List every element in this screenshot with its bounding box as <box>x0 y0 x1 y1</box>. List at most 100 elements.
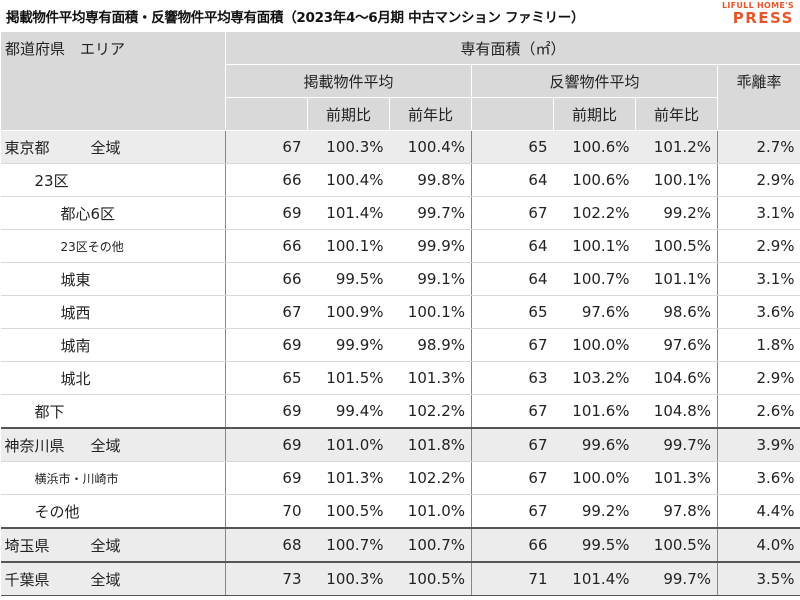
table-row: 神奈川県 全域 69 101.0% 101.8% 67 99.6% 99.7% 3.9% <box>0 428 800 462</box>
cell-inquiry-value: 65 <box>471 295 554 329</box>
cell-listed-yoy: 99.1% <box>389 262 472 296</box>
cell-listed-value: 66 <box>225 229 308 263</box>
cell-listed-qoq: 101.4% <box>307 196 390 230</box>
cell-inquiry-yoy: 98.6% <box>635 295 718 329</box>
cell-listed-value: 66 <box>225 163 308 197</box>
cell-inquiry-yoy: 99.2% <box>635 196 718 230</box>
cell-listed-qoq: 100.7% <box>307 528 390 563</box>
cell-divergence: 2.9% <box>716 361 800 395</box>
cell-listed-value: 67 <box>225 295 308 329</box>
cell-pref-area: 城東 <box>0 262 226 296</box>
cell-listed-value: 66 <box>225 262 308 296</box>
area-name: 城北 <box>60 369 91 388</box>
cell-listed-qoq: 100.1% <box>307 229 390 263</box>
cell-listed-yoy: 102.2% <box>389 394 472 429</box>
cell-inquiry-value: 64 <box>471 163 554 197</box>
table-row: 横浜市・川崎市 69 101.3% 102.2% 67 100.0% 101.3% 3.6% <box>0 461 800 495</box>
cell-listed-yoy: 99.8% <box>389 163 472 197</box>
cell-divergence: 2.6% <box>716 394 800 429</box>
cell-inquiry-qoq: 100.0% <box>553 328 636 362</box>
cell-pref-area: 横浜市・川崎市 <box>0 461 226 495</box>
cell-listed-yoy: 101.0% <box>389 494 472 529</box>
cell-inquiry-yoy: 100.5% <box>635 229 718 263</box>
page-title: 掲載物件平均専有面積・反響物件平均専有面積（2023年4〜6月期 中古マンション… <box>6 10 585 26</box>
brand-logo-main: PRESS <box>732 9 794 27</box>
cell-divergence: 3.6% <box>716 461 800 495</box>
cell-inquiry-yoy: 97.6% <box>635 328 718 362</box>
area-name: 23区 <box>34 171 69 190</box>
area-name: 全域 <box>90 138 121 157</box>
cell-pref-area: 神奈川県 全域 <box>0 428 226 462</box>
cell-pref-area: 23区 <box>0 163 226 197</box>
cell-inquiry-yoy: 101.2% <box>635 130 718 164</box>
cell-inquiry-qoq: 101.4% <box>553 562 636 596</box>
cell-inquiry-yoy: 104.6% <box>635 361 718 395</box>
cell-inquiry-value: 67 <box>471 428 554 462</box>
header-listed-avg: 掲載物件平均 <box>225 64 472 98</box>
cell-pref-area: 城南 <box>0 328 226 362</box>
cell-pref-area: 23区その他 <box>0 229 226 263</box>
cell-listed-value: 73 <box>225 562 308 596</box>
cell-listed-value: 69 <box>225 196 308 230</box>
area-name: 全域 <box>90 570 121 589</box>
cell-inquiry-yoy: 99.7% <box>635 562 718 596</box>
header-listed-yoy: 前年比 <box>389 97 472 131</box>
cell-inquiry-value: 67 <box>471 461 554 495</box>
cell-inquiry-qoq: 97.6% <box>553 295 636 329</box>
table-row: 23区 66 100.4% 99.8% 64 100.6% 100.1% 2.9% <box>0 163 800 197</box>
pref-name: 埼玉県 <box>4 536 50 555</box>
header-inquiry-avg: 反響物件平均 <box>471 64 718 98</box>
cell-inquiry-qoq: 100.6% <box>553 163 636 197</box>
cell-inquiry-qoq: 100.6% <box>553 130 636 164</box>
cell-listed-yoy: 101.3% <box>389 361 472 395</box>
header-area: 専有面積（㎡） <box>224 31 800 65</box>
area-name: 城西 <box>60 303 91 322</box>
cell-listed-value: 69 <box>225 428 308 462</box>
table-row: 東京都 全域 67 100.3% 100.4% 65 100.6% 101.2% 2.7% <box>0 130 800 164</box>
area-name: 23区その他 <box>60 240 124 254</box>
cell-inquiry-value: 65 <box>471 130 554 164</box>
cell-listed-value: 70 <box>225 494 308 529</box>
table-row: 城東 66 99.5% 99.1% 64 100.7% 101.1% 3.1% <box>0 262 800 296</box>
cell-listed-yoy: 99.9% <box>389 229 472 263</box>
cell-pref-area: その他 <box>0 494 226 529</box>
cell-listed-qoq: 100.3% <box>307 130 390 164</box>
area-name: 横浜市・川崎市 <box>34 472 119 486</box>
area-table: 都道府県 エリア 専有面積（㎡） 掲載物件平均 反響物件平均 乖離率 前期比 前… <box>0 31 800 596</box>
table-row: 23区その他 66 100.1% 99.9% 64 100.1% 100.5% 2.9% <box>0 229 800 263</box>
cell-divergence: 4.4% <box>716 494 800 529</box>
cell-inquiry-qoq: 102.2% <box>553 196 636 230</box>
cell-inquiry-value: 64 <box>471 229 554 263</box>
cell-inquiry-yoy: 99.7% <box>635 428 718 462</box>
cell-pref-area: 都心6区 <box>0 196 226 230</box>
cell-listed-qoq: 100.5% <box>307 494 390 529</box>
cell-pref-area: 東京都 全域 <box>0 130 226 164</box>
cell-pref-area: 千葉県 全域 <box>0 562 226 596</box>
cell-divergence: 2.7% <box>716 130 800 164</box>
cell-listed-qoq: 100.9% <box>307 295 390 329</box>
cell-divergence: 2.9% <box>716 163 800 197</box>
cell-divergence: 3.5% <box>716 562 800 596</box>
header-divergence: 乖離率 <box>716 64 800 131</box>
header-pref-area: 都道府県 エリア <box>0 31 226 131</box>
cell-listed-qoq: 100.3% <box>307 562 390 596</box>
cell-listed-qoq: 100.4% <box>307 163 390 197</box>
cell-inquiry-qoq: 99.2% <box>553 494 636 529</box>
cell-divergence: 3.6% <box>716 295 800 329</box>
cell-listed-value: 69 <box>225 328 308 362</box>
title-bar: 掲載物件平均専有面積・反響物件平均専有面積（2023年4〜6月期 中古マンション… <box>0 0 800 30</box>
table-row: その他 70 100.5% 101.0% 67 99.2% 97.8% 4.4% <box>0 494 800 529</box>
cell-divergence: 3.1% <box>716 196 800 230</box>
area-name: 都下 <box>34 402 65 421</box>
cell-inquiry-qoq: 100.0% <box>553 461 636 495</box>
cell-inquiry-yoy: 100.5% <box>635 528 718 563</box>
area-name: 城南 <box>60 336 91 355</box>
header-inquiry-value <box>471 97 554 131</box>
cell-listed-qoq: 101.3% <box>307 461 390 495</box>
table-row: 城西 67 100.9% 100.1% 65 97.6% 98.6% 3.6% <box>0 295 800 329</box>
cell-inquiry-value: 67 <box>471 394 554 429</box>
table-row: 城南 69 99.9% 98.9% 67 100.0% 97.6% 1.8% <box>0 328 800 362</box>
header-listed-qoq: 前期比 <box>307 97 390 131</box>
cell-inquiry-value: 67 <box>471 494 554 529</box>
area-name: 全域 <box>90 436 121 455</box>
